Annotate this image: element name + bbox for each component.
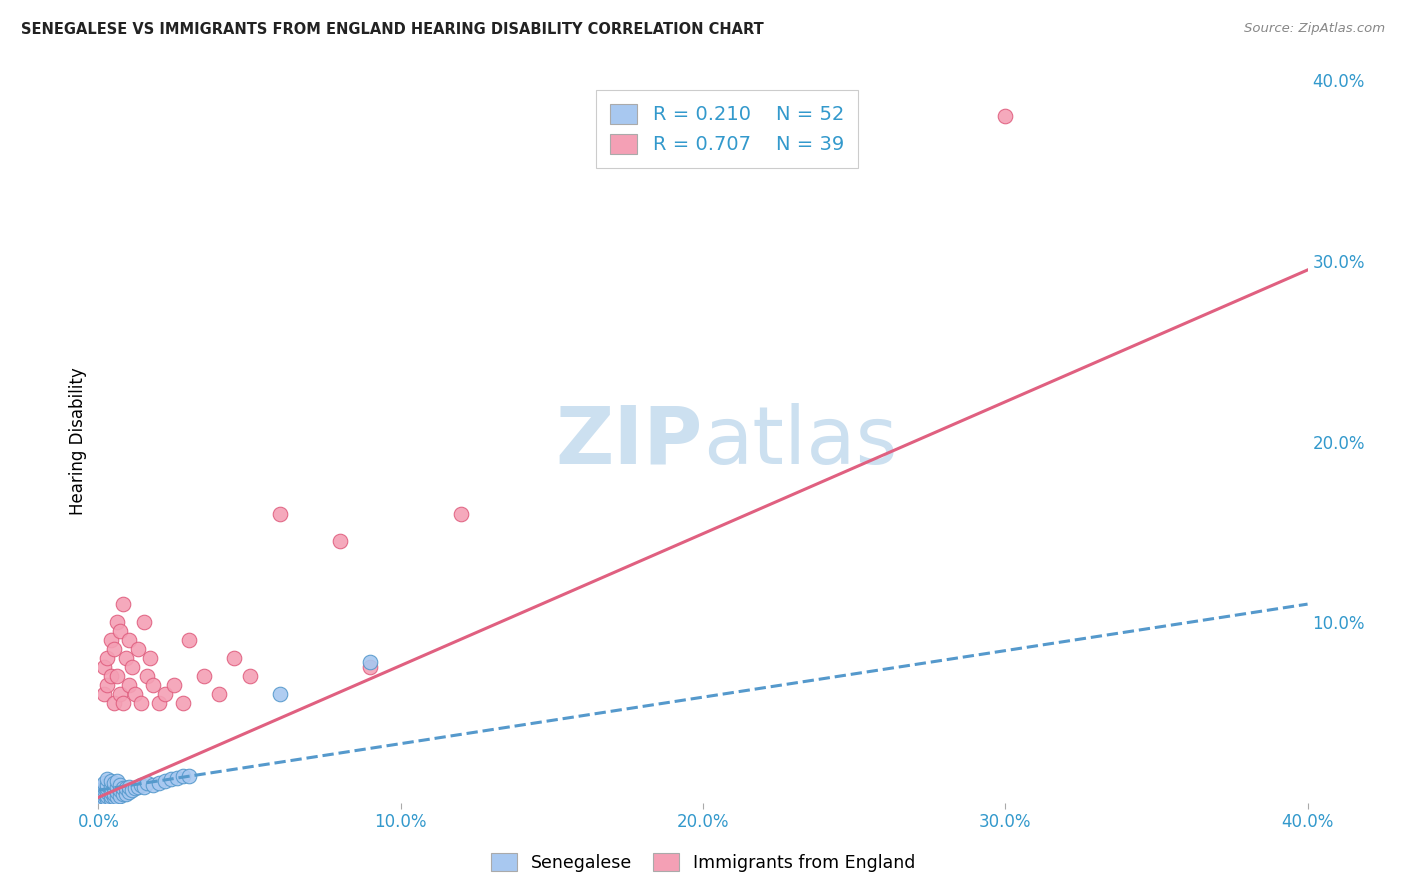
Point [139, 651, 162, 665]
Point [142, 678, 165, 692]
Point [93, 790, 115, 805]
Point [108, 789, 131, 803]
Point [127, 642, 149, 657]
Point [103, 642, 125, 657]
Point [179, 633, 201, 648]
Point [121, 660, 143, 674]
Point [450, 507, 472, 521]
Text: Source: ZipAtlas.com: Source: ZipAtlas.com [1244, 22, 1385, 36]
Point [239, 669, 262, 683]
Text: ZIP: ZIP [555, 402, 703, 481]
Point [96, 792, 118, 806]
Point [100, 789, 122, 803]
Point [118, 785, 141, 799]
Point [96, 785, 118, 799]
Point [93, 780, 115, 794]
Point [105, 790, 128, 805]
Point [96, 678, 118, 692]
Legend: R = 0.210    N = 52, R = 0.707    N = 39: R = 0.210 N = 52, R = 0.707 N = 39 [596, 90, 858, 168]
Point [129, 697, 152, 711]
Point [121, 783, 143, 797]
Point [224, 651, 246, 665]
Point [163, 678, 186, 692]
Point [166, 771, 188, 785]
Point [100, 669, 122, 683]
Point [153, 687, 176, 701]
Point [148, 697, 170, 711]
Point [90, 790, 112, 805]
Point [108, 687, 131, 701]
Point [142, 778, 165, 792]
Point [153, 774, 176, 789]
Point [93, 660, 115, 674]
Point [193, 669, 215, 683]
Point [93, 783, 115, 797]
Point [103, 776, 125, 790]
Point [105, 669, 128, 683]
Legend: Senegalese, Immigrants from England: Senegalese, Immigrants from England [484, 847, 922, 879]
Point [172, 769, 194, 783]
Point [127, 780, 149, 794]
Point [96, 789, 118, 803]
Point [269, 687, 291, 701]
Y-axis label: Hearing Disability: Hearing Disability [69, 368, 87, 516]
Point [103, 790, 125, 805]
Point [96, 778, 118, 792]
Point [93, 794, 115, 808]
Point [135, 776, 157, 790]
Point [360, 655, 382, 669]
Point [118, 780, 141, 794]
Point [118, 678, 141, 692]
Point [103, 781, 125, 796]
Point [360, 660, 382, 674]
Point [111, 597, 134, 611]
Point [179, 769, 201, 783]
Point [124, 781, 146, 796]
Point [132, 780, 155, 794]
Point [124, 687, 146, 701]
Point [96, 772, 118, 787]
Point [172, 697, 194, 711]
Point [90, 787, 112, 801]
Point [103, 787, 125, 801]
Point [93, 776, 115, 790]
Text: SENEGALESE VS IMMIGRANTS FROM ENGLAND HEARING DISABILITY CORRELATION CHART: SENEGALESE VS IMMIGRANTS FROM ENGLAND HE… [21, 22, 763, 37]
Point [111, 697, 134, 711]
Point [148, 776, 170, 790]
Point [105, 785, 128, 799]
Point [114, 787, 136, 801]
Point [269, 507, 291, 521]
Point [100, 785, 122, 799]
Point [93, 787, 115, 801]
Point [129, 778, 152, 792]
Point [93, 687, 115, 701]
Point [96, 781, 118, 796]
Point [132, 615, 155, 630]
Text: atlas: atlas [703, 402, 897, 481]
Point [108, 783, 131, 797]
Point [329, 533, 352, 548]
Point [100, 774, 122, 789]
Point [96, 651, 118, 665]
Point [103, 697, 125, 711]
Point [135, 669, 157, 683]
Point [994, 109, 1017, 123]
Point [208, 687, 231, 701]
Point [114, 651, 136, 665]
Point [114, 781, 136, 796]
Point [90, 792, 112, 806]
Point [100, 792, 122, 806]
Point [160, 772, 183, 787]
Point [100, 633, 122, 648]
Point [118, 633, 141, 648]
Point [105, 615, 128, 630]
Point [111, 781, 134, 796]
Point [100, 780, 122, 794]
Point [105, 780, 128, 794]
Point [108, 778, 131, 792]
Point [108, 624, 131, 639]
Point [105, 774, 128, 789]
Point [111, 787, 134, 801]
